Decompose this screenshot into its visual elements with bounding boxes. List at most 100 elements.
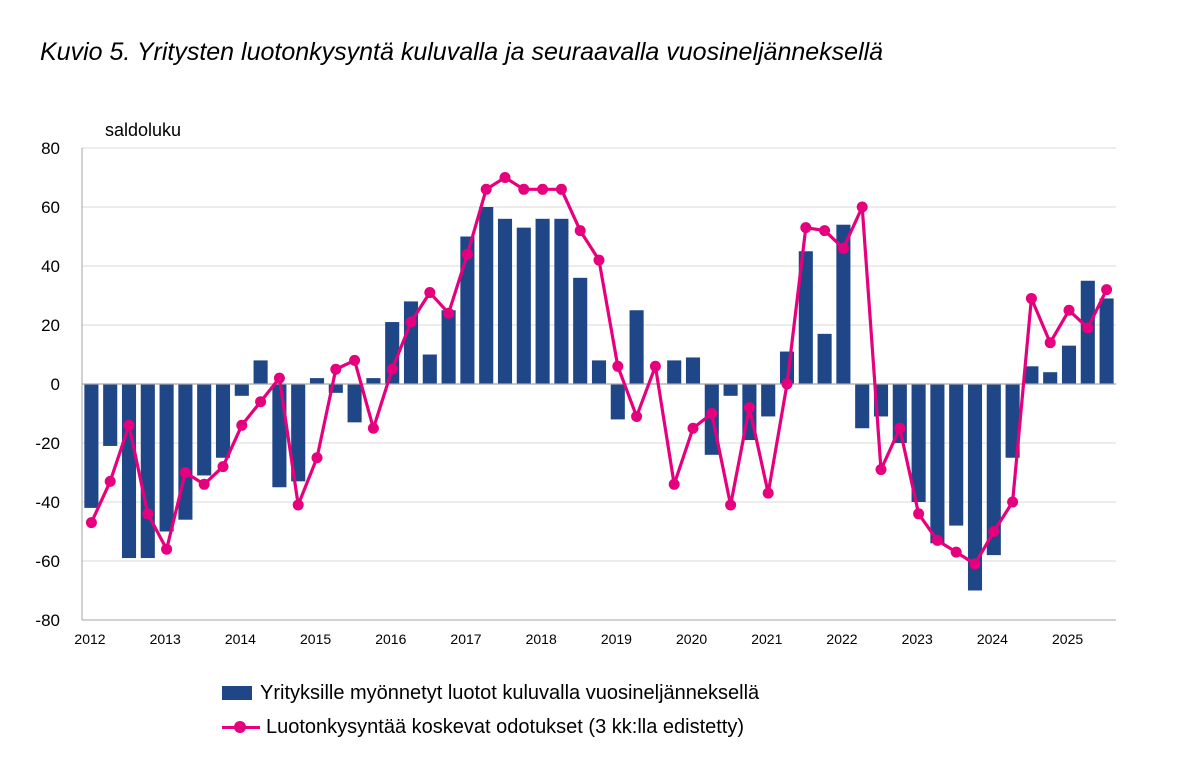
bar <box>309 378 325 384</box>
bar <box>1024 366 1039 384</box>
y-tick-label: 60 <box>41 198 60 217</box>
bar <box>253 360 268 384</box>
line-point <box>1082 322 1094 334</box>
legend-bar-swatch <box>222 686 252 700</box>
line-point <box>1044 337 1056 349</box>
x-tick-label: 2017 <box>450 631 481 647</box>
line-point <box>349 354 361 366</box>
bar <box>1043 372 1058 384</box>
line-point <box>367 422 379 434</box>
bar <box>497 218 513 384</box>
line-point <box>837 242 849 254</box>
line-point <box>85 517 97 529</box>
x-tick-label: 2019 <box>601 631 632 647</box>
x-tick-label: 2024 <box>977 631 1008 647</box>
line-point <box>631 410 643 422</box>
bar <box>667 360 682 384</box>
bar <box>610 384 625 420</box>
line-point <box>236 419 248 431</box>
line-point <box>311 452 323 464</box>
y-axis-unit: saldoluku <box>105 120 181 140</box>
bar <box>159 384 174 532</box>
bar <box>516 227 531 384</box>
line-point <box>762 487 774 499</box>
line-point <box>1007 496 1019 508</box>
bar <box>460 236 475 384</box>
bar <box>1099 298 1114 384</box>
line-point <box>123 419 135 431</box>
bar <box>911 384 926 502</box>
bar <box>197 384 212 476</box>
line-point <box>668 478 680 490</box>
bar <box>422 354 437 384</box>
line-point <box>574 225 586 237</box>
bar <box>855 384 870 429</box>
bar <box>629 310 644 384</box>
legend-line-swatch <box>222 720 260 734</box>
line-point <box>555 183 567 195</box>
bar <box>479 207 494 384</box>
bar <box>84 384 99 508</box>
legend-label-line: Luotonkysyntää koskevat odotukset (3 kk:… <box>266 715 745 738</box>
x-tick-label: 2022 <box>826 631 857 647</box>
y-tick-label: 20 <box>41 316 60 335</box>
bar <box>573 277 588 384</box>
bar <box>140 384 155 559</box>
bar <box>798 251 813 384</box>
line-point <box>612 360 624 372</box>
line-point <box>198 478 210 490</box>
legend: Yrityksille myönnetyt luotot kuluvalla v… <box>222 676 759 744</box>
line-point <box>988 526 1000 537</box>
x-tick-label: 2015 <box>300 631 331 647</box>
line-point <box>161 543 173 555</box>
line-point <box>217 461 229 473</box>
y-tick-label: 80 <box>41 139 60 158</box>
line-point <box>499 172 511 183</box>
line-point <box>273 372 285 384</box>
line-point <box>518 183 530 195</box>
line-point <box>800 222 812 234</box>
bar <box>591 360 607 384</box>
bar <box>761 384 776 417</box>
y-tick-label: -40 <box>35 493 60 512</box>
legend-item-bars: Yrityksille myönnetyt luotot kuluvalla v… <box>222 676 759 710</box>
line-series <box>85 172 1113 570</box>
line-point <box>875 464 887 476</box>
line-point <box>913 508 925 520</box>
line-point <box>480 183 492 195</box>
x-axis <box>82 383 1116 621</box>
y-tick-label: -60 <box>35 552 60 571</box>
line-point <box>950 546 962 558</box>
x-tick-label: 2012 <box>74 631 105 647</box>
line-point <box>725 499 737 511</box>
x-axis-ticks: 2012 2013 2014 2015 2016 2017 2018 2019 2020 2021… <box>74 631 1083 647</box>
y-tick-label: 40 <box>41 257 60 276</box>
bar <box>121 384 137 559</box>
line-point <box>856 201 868 213</box>
bar <box>347 384 362 423</box>
bar <box>366 378 381 384</box>
line-point <box>593 254 605 266</box>
y-axis-ticks: 80 60 40 20 0 -20 -40 -60 -80 <box>35 139 60 630</box>
line-point <box>330 363 342 375</box>
line-point <box>1101 284 1113 296</box>
chart-title: Kuvio 5. Yritysten luotonkysyntä kuluval… <box>40 38 884 66</box>
line-point <box>386 363 398 375</box>
bar-series <box>84 207 1114 591</box>
bar <box>103 384 118 446</box>
x-tick-label: 2025 <box>1052 631 1083 647</box>
y-tick-label: -80 <box>35 611 60 630</box>
legend-label-bars: Yrityksille myönnetyt luotot kuluvalla v… <box>260 681 760 704</box>
bar <box>836 224 851 384</box>
line-point <box>781 378 793 390</box>
line-point <box>649 360 661 372</box>
x-tick-label: 2016 <box>375 631 406 647</box>
bar <box>723 384 738 396</box>
bar <box>685 357 701 384</box>
line-point <box>819 225 831 237</box>
line-point <box>292 499 304 511</box>
bar <box>949 384 964 526</box>
line-point <box>142 508 154 520</box>
bar <box>986 384 1001 556</box>
